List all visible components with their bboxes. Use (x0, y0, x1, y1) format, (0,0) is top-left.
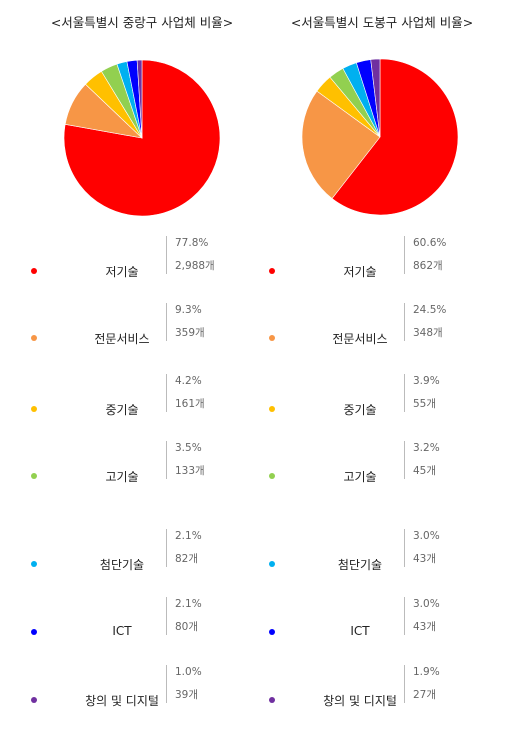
legend-row: ICT 2.1% 80개 (23, 597, 283, 659)
pie-chart-dobong (301, 58, 459, 216)
legend-row: 중기술 3.9% 55개 (261, 374, 520, 436)
legend-color-dot (31, 335, 37, 341)
legend-category-label: 고기술 (105, 470, 139, 484)
legend-color-dot (269, 473, 275, 479)
legend-row: 저기술 77.8% 2,988개 (23, 236, 283, 298)
legend-row: 창의 및 디지털 1.0% 39개 (23, 665, 283, 727)
legend-divider (404, 529, 405, 567)
legend-category-label: 저기술 (105, 265, 139, 279)
legend-divider (166, 529, 167, 567)
legend-row: 전문서비스 24.5% 348개 (261, 303, 520, 365)
legend-row: 중기술 4.2% 161개 (23, 374, 283, 436)
legend-count-value: 39개 (175, 689, 199, 701)
legend-percent-value: 3.2% (413, 442, 440, 454)
legend-color-dot (31, 473, 37, 479)
legend-color-dot (31, 268, 37, 274)
legend-percent-value: 1.0% (175, 666, 202, 678)
legend-percent-value: 2.1% (175, 530, 202, 542)
legend-color-dot (31, 561, 37, 567)
legend-color-dot (269, 697, 275, 703)
legend-count-value: 43개 (413, 553, 437, 565)
legend-percent-value: 77.8% (175, 237, 209, 249)
legend-count-value: 27개 (413, 689, 437, 701)
legend-percent-value: 3.0% (413, 530, 440, 542)
legend-category-label: 창의 및 디지털 (323, 694, 397, 708)
legend-divider (404, 665, 405, 703)
legend-percent-value: 9.3% (175, 304, 202, 316)
legend-divider (166, 597, 167, 635)
legend-row: 창의 및 디지털 1.9% 27개 (261, 665, 520, 727)
legend-divider (166, 303, 167, 341)
legend-divider (404, 374, 405, 412)
legend-color-dot (31, 406, 37, 412)
legend-count-value: 133개 (175, 465, 205, 477)
legend-percent-value: 3.9% (413, 375, 440, 387)
legend-row: 전문서비스 9.3% 359개 (23, 303, 283, 365)
legend-row: 첨단기술 2.1% 82개 (23, 529, 283, 591)
legend-percent-value: 1.9% (413, 666, 440, 678)
legend-count-value: 45개 (413, 465, 437, 477)
legend-percent-value: 60.6% (413, 237, 447, 249)
legend-row: ICT 3.0% 43개 (261, 597, 520, 659)
legend-color-dot (269, 335, 275, 341)
legend-divider (166, 665, 167, 703)
legend-row: 고기술 3.5% 133개 (23, 441, 283, 503)
chart-title-jungnang: <서울특별시 중랑구 사업체 비율> (50, 15, 234, 30)
legend-category-label: 창의 및 디지털 (85, 694, 159, 708)
legend-color-dot (269, 268, 275, 274)
legend-category-label: 전문서비스 (94, 332, 150, 346)
legend-count-value: 359개 (175, 327, 205, 339)
legend-color-dot (31, 629, 37, 635)
legend-category-label: 중기술 (105, 403, 139, 417)
chart-title-dobong: <서울특별시 도봉구 사업체 비율> (290, 15, 474, 30)
legend-count-value: 82개 (175, 553, 199, 565)
legend-percent-value: 3.5% (175, 442, 202, 454)
legend-category-label: 고기술 (343, 470, 377, 484)
legend-category-label: 첨단기술 (99, 558, 145, 572)
legend-divider (166, 374, 167, 412)
legend-category-label: 전문서비스 (332, 332, 388, 346)
pie-slice-1-6 (370, 58, 381, 138)
legend-divider (166, 441, 167, 479)
pie-slice-1-1 (301, 90, 381, 199)
legend-category-label: 중기술 (343, 403, 377, 417)
legend-category-label: ICT (112, 624, 132, 638)
pie-slice-0-0 (63, 59, 221, 217)
legend-count-value: 80개 (175, 621, 199, 633)
pie-slice-0-6 (136, 59, 143, 139)
legend-row: 고기술 3.2% 45개 (261, 441, 520, 503)
legend-divider (404, 597, 405, 635)
legend-row: 저기술 60.6% 862개 (261, 236, 520, 298)
legend-percent-value: 3.0% (413, 598, 440, 610)
pie-chart-jungnang (63, 59, 221, 217)
legend-divider (404, 236, 405, 274)
legend-count-value: 43개 (413, 621, 437, 633)
legend-percent-value: 2.1% (175, 598, 202, 610)
legend-percent-value: 24.5% (413, 304, 447, 316)
legend-color-dot (31, 697, 37, 703)
legend-category-label: ICT (350, 624, 370, 638)
legend-divider (166, 236, 167, 274)
legend-percent-value: 4.2% (175, 375, 202, 387)
legend-count-value: 348개 (413, 327, 443, 339)
legend-row: 첨단기술 3.0% 43개 (261, 529, 520, 591)
legend-color-dot (269, 629, 275, 635)
legend-divider (404, 303, 405, 341)
legend-category-label: 첨단기술 (337, 558, 383, 572)
legend-count-value: 2,988개 (175, 260, 215, 272)
legend-category-label: 저기술 (343, 265, 377, 279)
legend-color-dot (269, 406, 275, 412)
legend-color-dot (269, 561, 275, 567)
legend-count-value: 161개 (175, 398, 205, 410)
legend-divider (404, 441, 405, 479)
legend-count-value: 55개 (413, 398, 437, 410)
legend-count-value: 862개 (413, 260, 443, 272)
pie-slice-1-0 (331, 58, 459, 216)
